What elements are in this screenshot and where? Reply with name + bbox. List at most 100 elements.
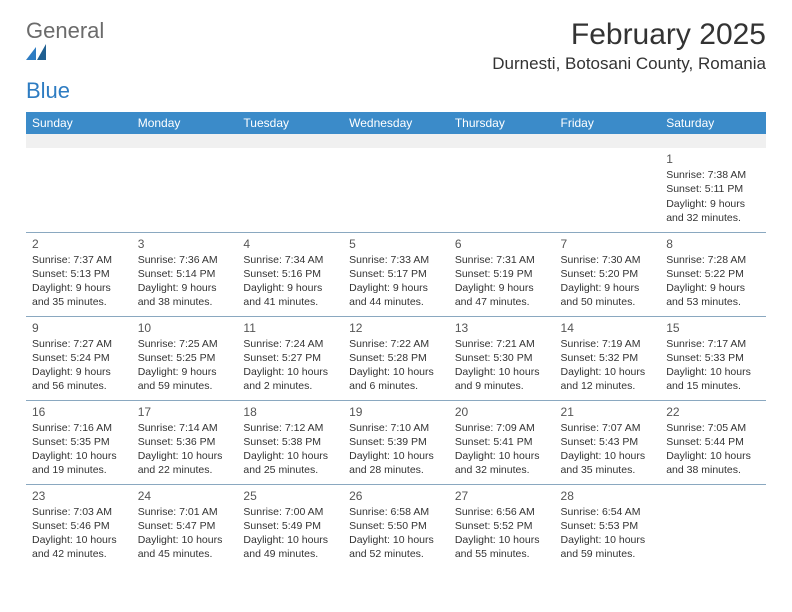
cell-line: and 19 minutes.	[32, 463, 126, 477]
cell-line: Sunset: 5:35 PM	[32, 435, 126, 449]
cell-line: Sunset: 5:53 PM	[561, 519, 655, 533]
cell-line: and 50 minutes.	[561, 295, 655, 309]
day-number: 18	[243, 404, 337, 420]
day-number: 9	[32, 320, 126, 336]
day-number: 13	[455, 320, 549, 336]
cell-line: and 38 minutes.	[138, 295, 232, 309]
cell-line: Daylight: 9 hours	[666, 281, 760, 295]
title-block: February 2025 Durnesti, Botosani County,…	[492, 18, 766, 74]
dayname: Monday	[132, 112, 238, 134]
day-number: 26	[349, 488, 443, 504]
cell-line: and 35 minutes.	[32, 295, 126, 309]
cell-line: Sunset: 5:39 PM	[349, 435, 443, 449]
cell-line: Sunrise: 7:03 AM	[32, 505, 126, 519]
cell-line: and 52 minutes.	[349, 547, 443, 561]
day-number: 5	[349, 236, 443, 252]
day-cell: 28Sunrise: 6:54 AMSunset: 5:53 PMDayligh…	[555, 484, 661, 568]
cell-line: Sunrise: 7:25 AM	[138, 337, 232, 351]
day-number: 25	[243, 488, 337, 504]
day-cell: 12Sunrise: 7:22 AMSunset: 5:28 PMDayligh…	[343, 316, 449, 400]
day-cell	[132, 148, 238, 232]
cell-line: Daylight: 9 hours	[561, 281, 655, 295]
day-cell: 15Sunrise: 7:17 AMSunset: 5:33 PMDayligh…	[660, 316, 766, 400]
day-number: 17	[138, 404, 232, 420]
cell-line: Sunset: 5:14 PM	[138, 267, 232, 281]
cell-line: Sunset: 5:36 PM	[138, 435, 232, 449]
calendar-table: Sunday Monday Tuesday Wednesday Thursday…	[26, 112, 766, 568]
cell-line: Sunrise: 7:37 AM	[32, 253, 126, 267]
day-number: 14	[561, 320, 655, 336]
cell-line: and 32 minutes.	[455, 463, 549, 477]
cell-line: Daylight: 10 hours	[349, 449, 443, 463]
day-number: 12	[349, 320, 443, 336]
day-cell: 17Sunrise: 7:14 AMSunset: 5:36 PMDayligh…	[132, 400, 238, 484]
cell-line: Daylight: 9 hours	[666, 197, 760, 211]
cell-line: Sunset: 5:52 PM	[455, 519, 549, 533]
cell-line: Daylight: 10 hours	[243, 365, 337, 379]
cell-line: Daylight: 10 hours	[455, 533, 549, 547]
cell-line: and 45 minutes.	[138, 547, 232, 561]
day-cell: 2Sunrise: 7:37 AMSunset: 5:13 PMDaylight…	[26, 232, 132, 316]
day-cell: 14Sunrise: 7:19 AMSunset: 5:32 PMDayligh…	[555, 316, 661, 400]
day-cell: 25Sunrise: 7:00 AMSunset: 5:49 PMDayligh…	[237, 484, 343, 568]
cell-line: and 49 minutes.	[243, 547, 337, 561]
day-number: 19	[349, 404, 443, 420]
cell-line: Sunset: 5:44 PM	[666, 435, 760, 449]
day-cell: 13Sunrise: 7:21 AMSunset: 5:30 PMDayligh…	[449, 316, 555, 400]
cell-line: Sunrise: 7:24 AM	[243, 337, 337, 351]
cell-line: Sunset: 5:16 PM	[243, 267, 337, 281]
cell-line: and 59 minutes.	[561, 547, 655, 561]
day-number: 20	[455, 404, 549, 420]
day-number: 7	[561, 236, 655, 252]
cell-line: Sunrise: 6:56 AM	[455, 505, 549, 519]
cell-line: Sunrise: 7:07 AM	[561, 421, 655, 435]
cell-line: Sunrise: 7:12 AM	[243, 421, 337, 435]
dayname: Thursday	[449, 112, 555, 134]
cell-line: Sunset: 5:27 PM	[243, 351, 337, 365]
day-cell: 23Sunrise: 7:03 AMSunset: 5:46 PMDayligh…	[26, 484, 132, 568]
cell-line: and 38 minutes.	[666, 463, 760, 477]
cell-line: and 28 minutes.	[349, 463, 443, 477]
cell-line: Sunrise: 7:30 AM	[561, 253, 655, 267]
cell-line: Sunrise: 6:54 AM	[561, 505, 655, 519]
cell-line: Daylight: 10 hours	[666, 449, 760, 463]
day-cell: 19Sunrise: 7:10 AMSunset: 5:39 PMDayligh…	[343, 400, 449, 484]
cell-line: Daylight: 9 hours	[138, 281, 232, 295]
header: General Blue February 2025 Durnesti, Bot…	[26, 18, 766, 104]
day-cell: 5Sunrise: 7:33 AMSunset: 5:17 PMDaylight…	[343, 232, 449, 316]
cell-line: Daylight: 10 hours	[243, 449, 337, 463]
day-cell: 16Sunrise: 7:16 AMSunset: 5:35 PMDayligh…	[26, 400, 132, 484]
day-cell: 20Sunrise: 7:09 AMSunset: 5:41 PMDayligh…	[449, 400, 555, 484]
cell-line: Sunrise: 7:31 AM	[455, 253, 549, 267]
cell-line: Sunset: 5:13 PM	[32, 267, 126, 281]
logo-text-general: General	[26, 18, 104, 43]
day-cell	[343, 148, 449, 232]
cell-line: and 42 minutes.	[32, 547, 126, 561]
week-row: 1Sunrise: 7:38 AMSunset: 5:11 PMDaylight…	[26, 148, 766, 232]
cell-line: and 2 minutes.	[243, 379, 337, 393]
logo-text-wrap: General Blue	[26, 18, 104, 104]
day-cell: 7Sunrise: 7:30 AMSunset: 5:20 PMDaylight…	[555, 232, 661, 316]
cell-line: Sunrise: 7:38 AM	[666, 168, 760, 182]
day-cell: 21Sunrise: 7:07 AMSunset: 5:43 PMDayligh…	[555, 400, 661, 484]
cell-line: Sunrise: 7:00 AM	[243, 505, 337, 519]
cell-line: Sunset: 5:32 PM	[561, 351, 655, 365]
cell-line: and 53 minutes.	[666, 295, 760, 309]
cell-line: Sunset: 5:25 PM	[138, 351, 232, 365]
day-cell: 18Sunrise: 7:12 AMSunset: 5:38 PMDayligh…	[237, 400, 343, 484]
day-cell: 11Sunrise: 7:24 AMSunset: 5:27 PMDayligh…	[237, 316, 343, 400]
day-number: 23	[32, 488, 126, 504]
cell-line: Sunset: 5:11 PM	[666, 182, 760, 196]
dayname: Saturday	[660, 112, 766, 134]
cell-line: Sunset: 5:30 PM	[455, 351, 549, 365]
cell-line: Sunrise: 7:05 AM	[666, 421, 760, 435]
cell-line: Sunset: 5:49 PM	[243, 519, 337, 533]
day-cell	[660, 484, 766, 568]
day-cell: 8Sunrise: 7:28 AMSunset: 5:22 PMDaylight…	[660, 232, 766, 316]
cell-line: Sunrise: 7:21 AM	[455, 337, 549, 351]
cell-line: Daylight: 9 hours	[243, 281, 337, 295]
cell-line: Daylight: 10 hours	[666, 365, 760, 379]
cell-line: Daylight: 9 hours	[32, 281, 126, 295]
cell-line: Sunrise: 7:19 AM	[561, 337, 655, 351]
cell-line: Daylight: 10 hours	[561, 365, 655, 379]
